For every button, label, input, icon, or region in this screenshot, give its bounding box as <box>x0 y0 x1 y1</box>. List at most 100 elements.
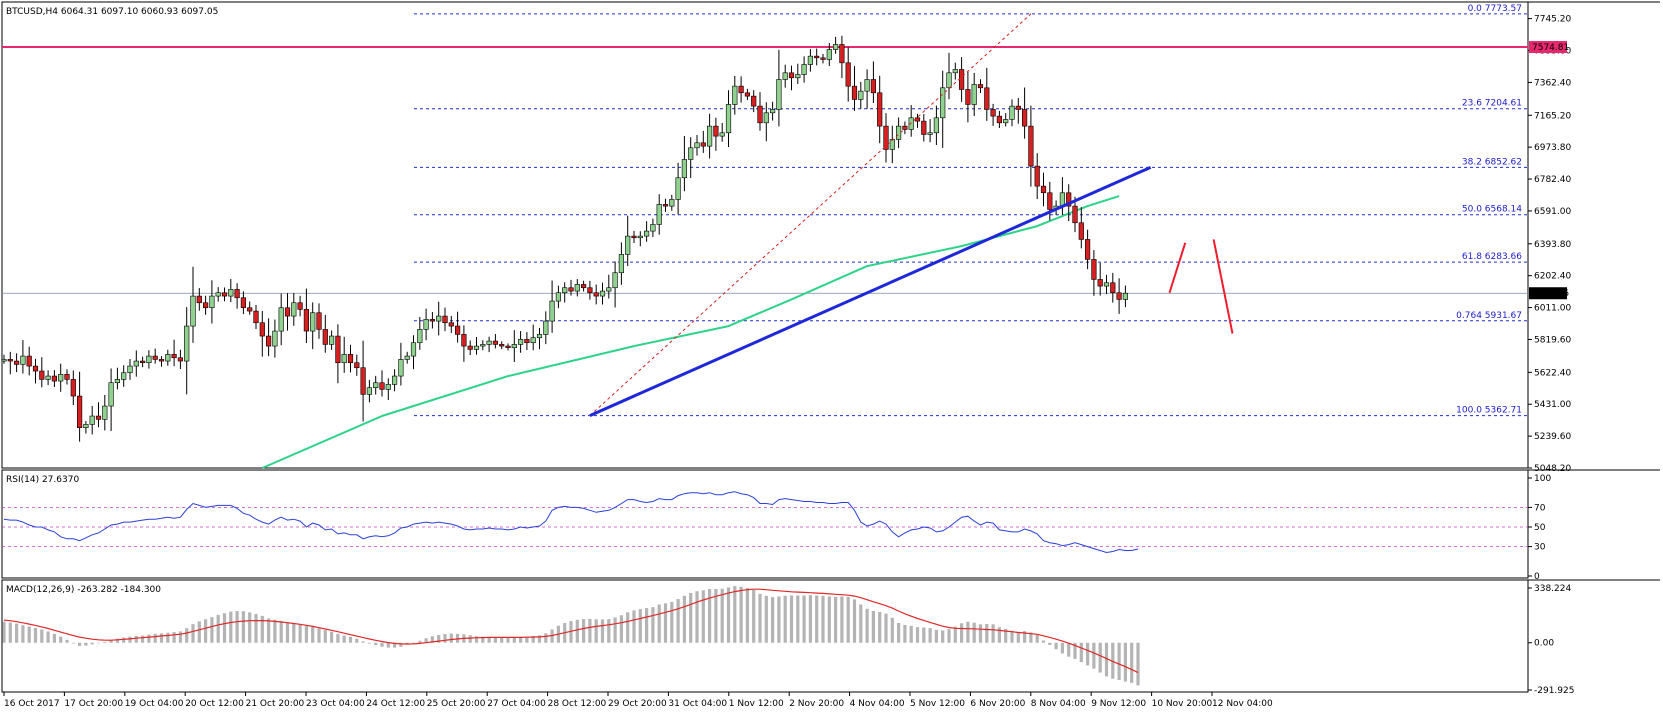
macd-histogram-bar <box>1079 642 1083 663</box>
candle <box>417 317 423 350</box>
moving-average-line <box>261 195 1120 469</box>
candle <box>643 221 650 242</box>
bear-candle-body <box>461 334 467 347</box>
macd-histogram-bar <box>122 637 126 643</box>
rsi-tick-label: 100 <box>1534 474 1551 484</box>
candle <box>240 291 247 315</box>
macd-histogram-bar <box>632 610 636 643</box>
rsi-tick-label: 30 <box>1534 543 1546 553</box>
candle <box>209 280 215 324</box>
macd-histogram-bar <box>1048 642 1052 646</box>
candle <box>807 49 813 72</box>
bear-candle-body <box>492 340 499 345</box>
candle <box>940 70 946 148</box>
bull-candle-body <box>732 85 738 105</box>
macd-histogram-bar <box>1092 642 1096 669</box>
bull-candle-body <box>927 132 933 135</box>
candle <box>971 72 977 117</box>
candle <box>1040 172 1047 207</box>
macd-histogram-bar <box>235 611 239 643</box>
price-panel: 0.0 7773.57 23.6 7204.61 38.2 6852.62 50.0 … <box>1 4 1571 474</box>
macd-histogram-bar <box>1098 642 1102 673</box>
bull-candle-body <box>184 325 190 362</box>
bear-candle-body <box>877 92 883 127</box>
bull-candle-body <box>643 230 650 237</box>
current-price-tag-box <box>1529 287 1567 300</box>
macd-histogram-bar <box>361 641 365 643</box>
candle <box>1103 274 1110 294</box>
candle <box>782 64 788 88</box>
bear-candle-body <box>662 204 669 207</box>
candle <box>927 119 933 143</box>
time-tick-label: 16 Oct 2017 <box>4 699 60 709</box>
candle <box>732 75 738 115</box>
bull-candle-body <box>511 344 517 349</box>
bear-candle-body <box>744 92 750 97</box>
bull-candle-body <box>404 355 410 360</box>
candle <box>291 293 297 326</box>
candle <box>877 75 883 144</box>
macd-histogram-bar <box>525 636 529 643</box>
bear-candle-body <box>568 287 574 292</box>
bear-candle-body <box>921 120 927 135</box>
bull-candle-body <box>574 284 580 292</box>
macd-histogram-bar <box>997 627 1001 643</box>
candle <box>618 242 624 285</box>
macd-histogram-bar <box>966 621 970 643</box>
candle <box>467 340 473 355</box>
rsi-tick-label: 70 <box>1534 503 1546 513</box>
bull-candle-body <box>436 315 442 322</box>
candle <box>51 370 57 387</box>
macd-histogram-bar <box>1117 642 1121 680</box>
candle <box>788 65 795 91</box>
candle <box>593 284 599 305</box>
candle <box>706 113 713 159</box>
macd-histogram-bar <box>506 637 510 643</box>
macd-histogram-bar <box>1111 642 1115 679</box>
macd-histogram-bar <box>941 630 945 643</box>
candle <box>562 282 568 303</box>
candle <box>102 394 108 431</box>
macd-histogram-bar <box>796 595 800 643</box>
bear-candle-body <box>700 142 706 147</box>
bull-candle-body <box>612 272 618 289</box>
macd-histogram-bar <box>544 633 548 643</box>
macd-histogram-bar <box>323 630 327 643</box>
bull-candle-body <box>272 330 278 347</box>
candle <box>480 340 486 351</box>
bull-candle-body <box>1103 282 1110 287</box>
bull-candle-body <box>706 125 713 147</box>
bear-candle-body <box>95 415 102 420</box>
bull-candle-body <box>310 312 316 332</box>
bear-candle-body <box>1040 185 1047 194</box>
macd-histogram-bar <box>771 597 775 643</box>
bear-candle-body <box>631 235 637 239</box>
candle <box>908 105 914 137</box>
current-price-tag-text: 6097.05 <box>1532 289 1569 299</box>
time-tick-label: 12 Nov 04:00 <box>1212 699 1273 709</box>
bear-candle-body <box>1078 222 1084 240</box>
macd-histogram-bar <box>802 595 806 643</box>
candle <box>1097 262 1103 296</box>
bear-candle-body <box>505 345 511 349</box>
bear-candle-body <box>751 95 757 107</box>
bear-candle-body <box>1015 105 1021 110</box>
bull-candle-body <box>215 292 221 297</box>
macd-histogram-bar <box>789 595 794 643</box>
candle <box>675 162 681 215</box>
macd-histogram-bar <box>645 608 649 643</box>
candle <box>574 279 580 297</box>
bull-candle-body <box>530 337 536 344</box>
macd-histogram-bar <box>708 589 712 643</box>
bull-candle-body <box>328 335 335 345</box>
bull-candle-body <box>517 339 524 345</box>
candle <box>454 311 461 343</box>
candle <box>184 307 190 395</box>
candle <box>448 315 454 333</box>
candle <box>473 336 480 355</box>
candle <box>832 36 839 54</box>
candle <box>360 340 366 422</box>
macd-histogram-bar <box>815 595 819 643</box>
forecast-up-stroke <box>1168 242 1187 294</box>
candle <box>719 122 725 142</box>
